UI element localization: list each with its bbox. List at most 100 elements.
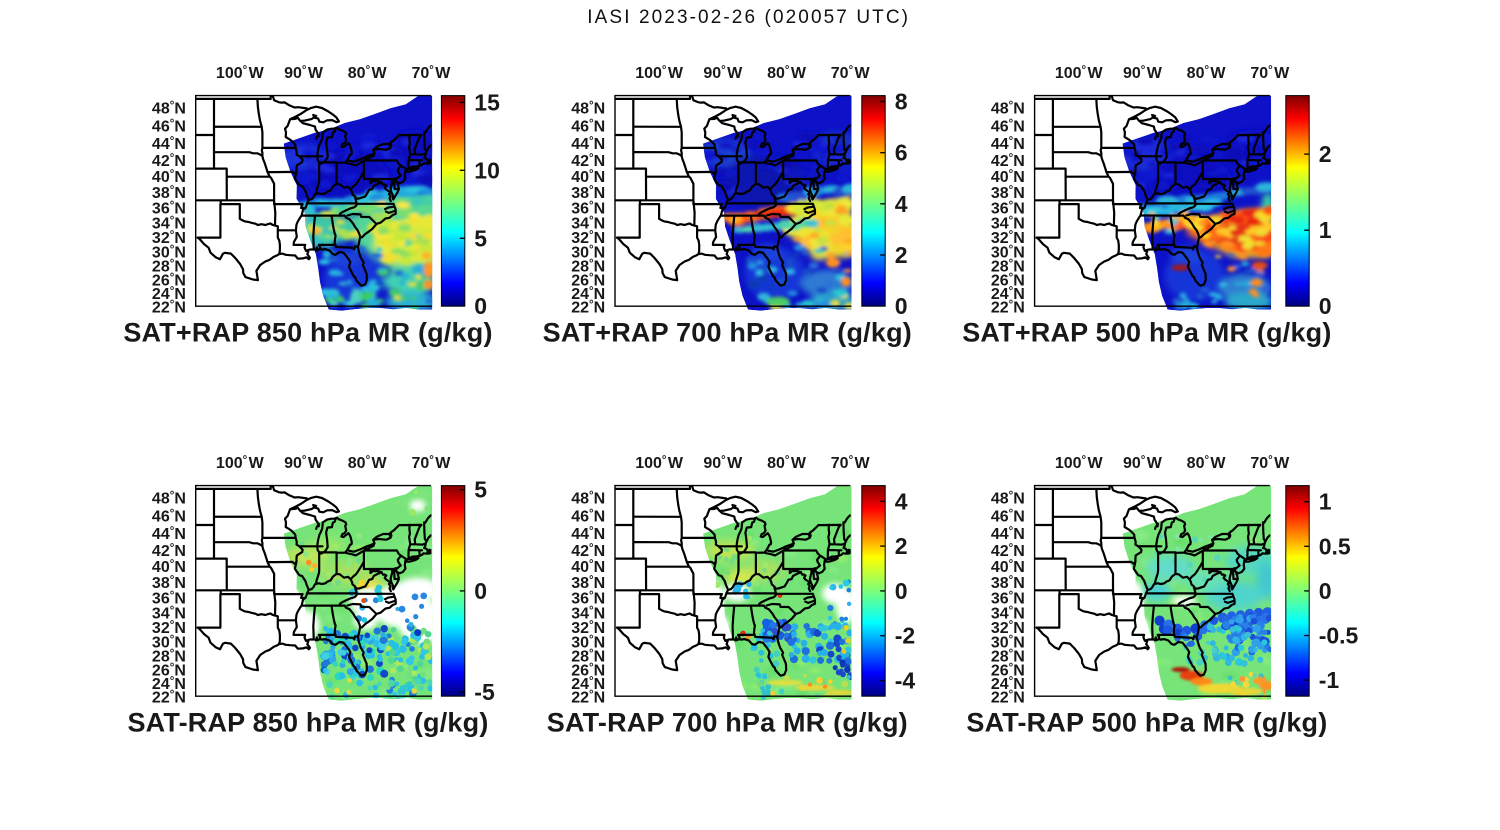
- svg-text:26°N: 26°N: [991, 272, 1025, 290]
- svg-text:34°N: 34°N: [152, 215, 186, 233]
- svg-text:80° W: 80° W: [348, 65, 388, 83]
- svg-text:42°N: 42°N: [152, 152, 186, 170]
- svg-text:36°N: 36°N: [152, 200, 186, 218]
- svg-text:IASI 2023-02-26 (020057 UTC): IASI 2023-02-26 (020057 UTC): [587, 7, 910, 28]
- svg-text:48°N: 48°N: [571, 490, 605, 508]
- svg-text:32°N: 32°N: [152, 230, 186, 248]
- svg-text:90° W: 90° W: [703, 455, 743, 473]
- svg-text:-4: -4: [895, 668, 916, 694]
- svg-text:24°N: 24°N: [571, 285, 605, 303]
- svg-text:5: 5: [474, 225, 487, 251]
- svg-text:44°N: 44°N: [991, 136, 1025, 154]
- svg-text:100° W: 100° W: [216, 455, 265, 473]
- svg-text:30°N: 30°N: [991, 634, 1025, 652]
- svg-text:28°N: 28°N: [152, 648, 186, 666]
- svg-text:70° W: 70° W: [411, 455, 451, 473]
- svg-text:5: 5: [474, 477, 487, 503]
- svg-text:80° W: 80° W: [348, 455, 388, 473]
- svg-text:48°N: 48°N: [571, 100, 605, 118]
- svg-text:0: 0: [1319, 293, 1332, 319]
- svg-text:90° W: 90° W: [703, 65, 743, 83]
- svg-text:90° W: 90° W: [284, 65, 324, 83]
- svg-text:32°N: 32°N: [991, 230, 1025, 248]
- svg-text:70° W: 70° W: [1250, 455, 1290, 473]
- svg-text:36°N: 36°N: [991, 200, 1025, 218]
- svg-text:100° W: 100° W: [216, 65, 265, 83]
- svg-text:38°N: 38°N: [152, 185, 186, 203]
- svg-text:38°N: 38°N: [991, 575, 1025, 593]
- svg-text:100° W: 100° W: [635, 65, 684, 83]
- svg-text:36°N: 36°N: [152, 590, 186, 608]
- svg-text:38°N: 38°N: [152, 575, 186, 593]
- svg-text:34°N: 34°N: [991, 605, 1025, 623]
- svg-text:42°N: 42°N: [991, 542, 1025, 560]
- svg-text:0: 0: [474, 578, 487, 604]
- svg-text:34°N: 34°N: [991, 215, 1025, 233]
- svg-text:40°N: 40°N: [991, 559, 1025, 577]
- svg-text:70° W: 70° W: [831, 65, 871, 83]
- svg-text:2: 2: [895, 533, 908, 559]
- svg-text:28°N: 28°N: [571, 258, 605, 276]
- svg-text:26°N: 26°N: [152, 662, 186, 680]
- svg-text:40°N: 40°N: [152, 559, 186, 577]
- svg-text:48°N: 48°N: [152, 490, 186, 508]
- svg-text:46°N: 46°N: [152, 118, 186, 136]
- svg-text:38°N: 38°N: [571, 575, 605, 593]
- svg-text:38°N: 38°N: [991, 185, 1025, 203]
- svg-text:22°N: 22°N: [152, 299, 186, 317]
- svg-text:15: 15: [474, 89, 500, 115]
- svg-text:42°N: 42°N: [571, 152, 605, 170]
- svg-text:80° W: 80° W: [767, 65, 807, 83]
- svg-text:80° W: 80° W: [767, 455, 807, 473]
- svg-text:30°N: 30°N: [152, 244, 186, 262]
- svg-text:36°N: 36°N: [571, 200, 605, 218]
- svg-text:42°N: 42°N: [991, 152, 1025, 170]
- svg-text:70° W: 70° W: [1250, 65, 1290, 83]
- svg-text:24°N: 24°N: [152, 675, 186, 693]
- svg-text:80° W: 80° W: [1187, 65, 1227, 83]
- svg-text:0: 0: [474, 293, 487, 319]
- svg-text:100° W: 100° W: [1055, 455, 1104, 473]
- svg-text:0.5: 0.5: [1319, 533, 1351, 559]
- svg-text:24°N: 24°N: [991, 285, 1025, 303]
- svg-text:32°N: 32°N: [571, 620, 605, 638]
- svg-text:70° W: 70° W: [831, 455, 871, 473]
- svg-text:32°N: 32°N: [152, 620, 186, 638]
- svg-text:90° W: 90° W: [1123, 65, 1163, 83]
- svg-text:44°N: 44°N: [991, 526, 1025, 544]
- svg-text:1: 1: [1319, 217, 1332, 243]
- svg-text:SAT+RAP 500 hPa MR (g/kg): SAT+RAP 500 hPa MR (g/kg): [962, 318, 1331, 348]
- svg-text:70° W: 70° W: [411, 65, 451, 83]
- svg-text:36°N: 36°N: [991, 590, 1025, 608]
- svg-text:SAT+RAP 700 hPa MR (g/kg): SAT+RAP 700 hPa MR (g/kg): [543, 318, 912, 348]
- svg-text:30°N: 30°N: [571, 634, 605, 652]
- svg-text:48°N: 48°N: [991, 100, 1025, 118]
- svg-text:10: 10: [474, 157, 500, 183]
- svg-text:100° W: 100° W: [1055, 65, 1104, 83]
- svg-text:48°N: 48°N: [991, 490, 1025, 508]
- svg-text:26°N: 26°N: [571, 662, 605, 680]
- svg-text:44°N: 44°N: [571, 136, 605, 154]
- svg-text:SAT-RAP 700 hPa MR (g/kg): SAT-RAP 700 hPa MR (g/kg): [547, 707, 908, 737]
- svg-text:22°N: 22°N: [571, 689, 605, 707]
- svg-text:38°N: 38°N: [571, 185, 605, 203]
- svg-text:44°N: 44°N: [152, 136, 186, 154]
- svg-text:46°N: 46°N: [571, 118, 605, 136]
- svg-text:32°N: 32°N: [991, 620, 1025, 638]
- svg-text:46°N: 46°N: [571, 508, 605, 526]
- svg-text:90° W: 90° W: [1123, 455, 1163, 473]
- svg-text:22°N: 22°N: [991, 299, 1025, 317]
- svg-text:0: 0: [895, 578, 908, 604]
- svg-text:SAT+RAP 850 hPa MR (g/kg): SAT+RAP 850 hPa MR (g/kg): [123, 318, 492, 348]
- svg-text:4: 4: [895, 488, 908, 514]
- svg-text:SAT-RAP 850 hPa MR (g/kg): SAT-RAP 850 hPa MR (g/kg): [127, 707, 488, 737]
- svg-text:34°N: 34°N: [571, 215, 605, 233]
- svg-text:28°N: 28°N: [991, 258, 1025, 276]
- svg-text:SAT-RAP 500 hPa MR (g/kg): SAT-RAP 500 hPa MR (g/kg): [966, 707, 1327, 737]
- svg-text:28°N: 28°N: [991, 648, 1025, 666]
- svg-text:2: 2: [895, 242, 908, 268]
- svg-text:48°N: 48°N: [152, 100, 186, 118]
- svg-text:0: 0: [895, 293, 908, 319]
- svg-text:24°N: 24°N: [991, 675, 1025, 693]
- svg-text:24°N: 24°N: [571, 675, 605, 693]
